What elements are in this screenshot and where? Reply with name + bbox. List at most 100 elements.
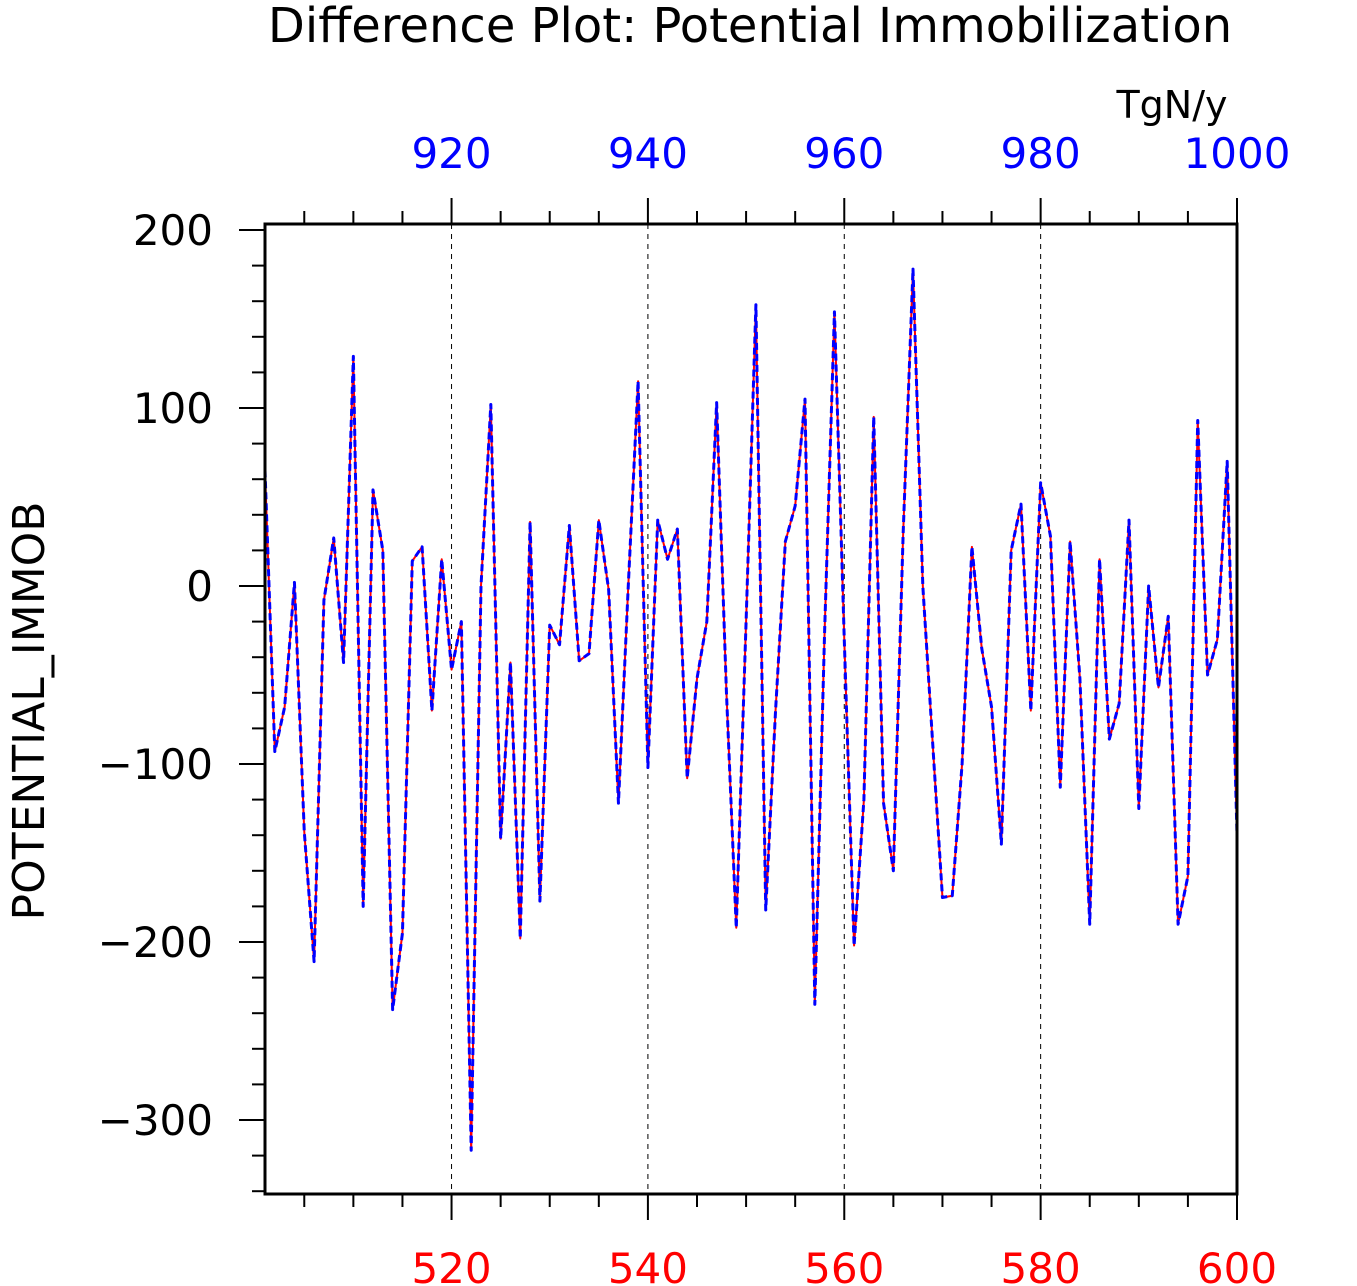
series-2-point-538 [628, 585, 629, 586]
series-2-point-578 [1020, 504, 1021, 505]
series-2-point-582 [1060, 787, 1061, 788]
series-2-point-503 [284, 706, 285, 707]
series-2-point-586 [1099, 559, 1100, 560]
series-2-point-580 [1040, 482, 1041, 483]
series-2-point-596 [1197, 420, 1198, 421]
series-2-point-583 [1069, 541, 1070, 542]
series-2-point-514 [392, 1009, 393, 1010]
series-2-point-551 [755, 304, 756, 305]
y-tick-label: −200 [98, 918, 213, 967]
series-2-point-581 [1050, 536, 1051, 537]
series-2-point-567 [912, 269, 913, 270]
series-2-point-587 [1109, 738, 1110, 739]
series-2-point-555 [795, 505, 796, 506]
series-2-point-522 [471, 1150, 472, 1151]
series-2-point-520 [451, 669, 452, 670]
series-2-point-512 [372, 489, 373, 490]
series-2-point-554 [785, 541, 786, 542]
series-2-point-550 [745, 621, 746, 622]
x-bottom-tick-label: 540 [608, 1244, 688, 1286]
series-2-point-516 [412, 560, 413, 561]
series-line-2 [263, 267, 1239, 1152]
series-2-point-543 [677, 528, 678, 529]
series-2-point-524 [490, 404, 491, 405]
series-2-point-579 [1030, 710, 1031, 711]
series-2-point-525 [500, 838, 501, 839]
series-2-point-536 [608, 589, 609, 590]
series-2-point-511 [363, 906, 364, 907]
series-2-point-552 [765, 909, 766, 910]
series-2-point-576 [1001, 844, 1002, 845]
series-2-point-595 [1187, 876, 1188, 877]
x-top-tick-label: 1000 [1184, 129, 1291, 178]
x-bottom-tick-label: 600 [1197, 1244, 1277, 1286]
series-2-point-526 [510, 662, 511, 663]
series-2-point-556 [804, 399, 805, 400]
series-2-point-565 [893, 870, 894, 871]
series-2-point-559 [834, 311, 835, 312]
x-top-tick-label: 960 [804, 129, 884, 178]
series-2-point-509 [343, 662, 344, 663]
series-2-point-597 [1207, 674, 1208, 675]
series-2-point-515 [402, 933, 403, 934]
series-2-point-594 [1177, 924, 1178, 925]
series-2-point-545 [696, 678, 697, 679]
series-2-point-506 [313, 961, 314, 962]
series-2-point-548 [726, 692, 727, 693]
series-2-point-502 [274, 751, 275, 752]
x-top-tick-label: 920 [411, 129, 491, 178]
series-2-point-592 [1158, 687, 1159, 688]
series-2-point-598 [1217, 639, 1218, 640]
series-2-point-505 [304, 831, 305, 832]
series-2-point-573 [971, 546, 972, 547]
series-2-point-560 [844, 639, 845, 640]
series-2-point-540 [647, 767, 648, 768]
series-2-point-508 [333, 537, 334, 538]
series-2-point-530 [549, 625, 550, 626]
y-tick-label: 0 [186, 562, 213, 611]
series-2-point-507 [323, 600, 324, 601]
series-2-point-531 [559, 644, 560, 645]
series-2-point-599 [1227, 461, 1228, 462]
chart-title: Difference Plot: Potential Immobilizatio… [268, 0, 1232, 54]
series-2-point-574 [981, 648, 982, 649]
series-2-point-532 [569, 525, 570, 526]
series-2-point-527 [520, 938, 521, 939]
series-2-point-504 [294, 582, 295, 583]
y-tick-label: 200 [133, 206, 213, 255]
series-2-point-558 [824, 630, 825, 631]
y-tick-label: 100 [133, 384, 213, 433]
series-2-point-544 [687, 778, 688, 779]
y-axis-label: POTENTIAL_IMMOB [4, 502, 55, 921]
series-2-point-519 [441, 559, 442, 560]
series-2-point-539 [637, 381, 638, 382]
series-2-point-575 [991, 706, 992, 707]
series-2-point-570 [942, 897, 943, 898]
series-2-point-517 [421, 546, 422, 547]
x-bottom-tick-label: 580 [1001, 1244, 1081, 1286]
series-2-point-566 [903, 532, 904, 533]
series-2-point-564 [883, 803, 884, 804]
y-tick-label: −100 [98, 740, 213, 789]
series-2-point-523 [480, 585, 481, 586]
series-2-point-577 [1011, 550, 1012, 551]
plot-frame [263, 222, 1239, 1196]
series-2-point-529 [539, 900, 540, 901]
series-2-point-537 [618, 803, 619, 804]
x-bottom-tick-label: 560 [804, 1244, 884, 1286]
series-2-point-588 [1119, 703, 1120, 704]
series-2-point-589 [1128, 520, 1129, 521]
series-2-point-542 [667, 559, 668, 560]
series-2-point-585 [1089, 924, 1090, 925]
series-2-point-572 [961, 763, 962, 764]
series-2-point-563 [873, 416, 874, 417]
series-2-point-557 [814, 1004, 815, 1005]
x-top-tick-label: 940 [608, 129, 688, 178]
y-tick-label: −300 [98, 1096, 213, 1145]
series-2-point-561 [853, 945, 854, 946]
series-2-point-528 [529, 521, 530, 522]
series-2-point-571 [952, 895, 953, 896]
series-2-point-510 [353, 356, 354, 357]
